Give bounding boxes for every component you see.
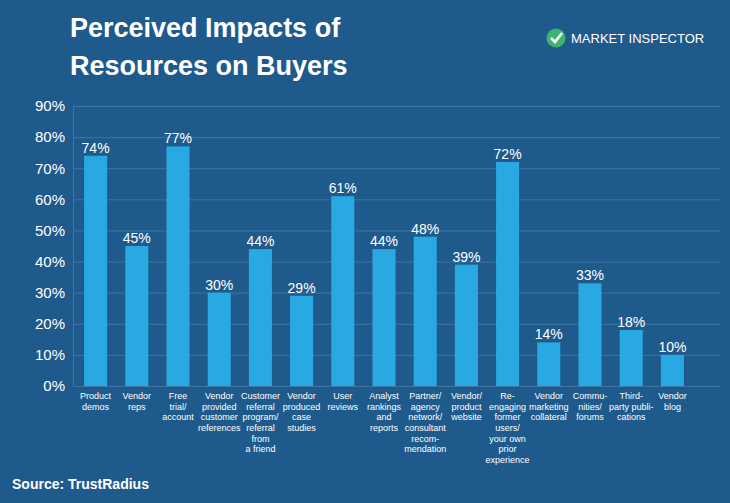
x-tick-label: Vendorreps bbox=[123, 391, 152, 412]
x-tick-label: Analystrankingsandreports bbox=[367, 391, 402, 433]
bar bbox=[578, 283, 601, 386]
data-label: 39% bbox=[452, 249, 480, 265]
x-tick-label: Vendormarketingcollateral bbox=[529, 391, 569, 422]
y-tick: 80% bbox=[35, 128, 720, 145]
x-tick: Vendorreps bbox=[123, 386, 152, 412]
data-label: 61% bbox=[329, 180, 357, 196]
bar bbox=[414, 237, 437, 386]
bar bbox=[290, 296, 313, 386]
x-tick: Commu-nities/forums bbox=[573, 386, 608, 422]
bar bbox=[84, 156, 107, 386]
data-label: 29% bbox=[288, 280, 316, 296]
data-labels: 74% 45% 77% 30% 44% 29% 61% 44% 48% 39% 72% 14% 33% 1… bbox=[82, 130, 687, 354]
data-label: 45% bbox=[123, 230, 151, 246]
x-tick-label: Vendorblog bbox=[658, 391, 687, 412]
x-tick-label: Re-engagingformerusers/your ownpriorexpe… bbox=[486, 391, 530, 464]
logo bbox=[547, 29, 566, 48]
y-tick-label: 70% bbox=[35, 160, 65, 177]
x-tick-label: Vendorprovidedcustomerreferences bbox=[198, 391, 241, 433]
x-tick: Vendorblog bbox=[658, 386, 687, 412]
data-label: 44% bbox=[246, 233, 274, 249]
data-label: 33% bbox=[576, 267, 604, 283]
brand: MARKET INSPECTOR bbox=[571, 31, 704, 46]
x-tick: Vendorproducedcasestudies bbox=[283, 386, 321, 433]
chart: Perceived Impacts ofResources on Buyers M… bbox=[0, 0, 730, 503]
x-tick: Partner/agencynetwork/consultantrecom-me… bbox=[404, 386, 446, 454]
data-label: 77% bbox=[164, 130, 192, 146]
x-tick: Vendorprovidedcustomerreferences bbox=[198, 386, 241, 433]
x-tick: Customerreferralprogram/referralfroma fr… bbox=[241, 386, 280, 454]
y-axis-line bbox=[73, 107, 74, 387]
y-axis: 0% 10% 20% 30% 40% 50% 60% 70% 80% 90% bbox=[35, 97, 720, 394]
x-tick: Vendormarketingcollateral bbox=[529, 386, 569, 422]
y-tick-label: 20% bbox=[35, 315, 65, 332]
x-tick: Third-party publi-cations bbox=[609, 386, 654, 422]
x-tick-label: Userreviews bbox=[328, 391, 359, 412]
x-tick: Analystrankingsandreports bbox=[367, 386, 402, 433]
background bbox=[0, 0, 730, 503]
x-axis: ProductdemosVendorrepsFreetrial/accountV… bbox=[80, 386, 687, 465]
y-tick: 60% bbox=[35, 191, 720, 208]
bar bbox=[125, 246, 148, 386]
y-tick-label: 80% bbox=[35, 128, 65, 145]
y-tick-label: 30% bbox=[35, 284, 65, 301]
y-tick-label: 60% bbox=[35, 191, 65, 208]
bar bbox=[537, 342, 560, 386]
bar bbox=[166, 146, 189, 386]
data-label: 72% bbox=[494, 146, 522, 162]
data-label: 14% bbox=[535, 326, 563, 342]
x-tick: Re-engagingformerusers/your ownpriorexpe… bbox=[486, 386, 530, 465]
x-tick-label: Vendorproducedcasestudies bbox=[283, 391, 321, 433]
y-tick: 90% bbox=[35, 97, 720, 114]
x-tick-label: Productdemos bbox=[80, 391, 112, 412]
x-tick-label: Customerreferralprogram/referralfroma fr… bbox=[241, 391, 280, 454]
data-label: 48% bbox=[411, 221, 439, 237]
y-tick-label: 0% bbox=[43, 377, 65, 394]
y-tick-label: 10% bbox=[35, 346, 65, 363]
x-tick: Productdemos bbox=[80, 386, 112, 412]
grid-line bbox=[73, 386, 720, 387]
y-tick-label: 40% bbox=[35, 253, 65, 270]
data-label: 74% bbox=[82, 140, 110, 156]
bar bbox=[249, 249, 272, 386]
x-tick-label: Partner/agencynetwork/consultantrecom-me… bbox=[404, 391, 446, 454]
bars bbox=[84, 146, 684, 386]
y-tick-label: 50% bbox=[35, 222, 65, 239]
x-tick-label: Third-party publi-cations bbox=[609, 391, 654, 422]
bar bbox=[208, 293, 231, 386]
y-tick-label: 90% bbox=[35, 97, 65, 114]
x-tick-label: Freetrial/account bbox=[162, 391, 194, 422]
data-label: 30% bbox=[205, 277, 233, 293]
x-tick: Vendor/productwebsite bbox=[450, 386, 482, 422]
logo-circle bbox=[547, 29, 566, 48]
bar bbox=[661, 355, 684, 386]
title: Perceived Impacts ofResources on Buyers bbox=[70, 13, 348, 81]
bar bbox=[455, 265, 478, 386]
data-label: 10% bbox=[658, 339, 686, 355]
source: Source: TrustRadius bbox=[12, 476, 149, 492]
bar bbox=[331, 196, 354, 386]
data-label: 44% bbox=[370, 233, 398, 249]
bar bbox=[620, 330, 643, 386]
x-tick: Userreviews bbox=[328, 386, 359, 412]
data-label: 18% bbox=[617, 314, 645, 330]
grid-line bbox=[73, 106, 720, 107]
x-tick-label: Vendor/productwebsite bbox=[450, 391, 482, 422]
bar bbox=[496, 162, 519, 386]
x-tick-label: Commu-nities/forums bbox=[573, 391, 608, 422]
x-tick: Freetrial/account bbox=[162, 386, 194, 422]
y-tick: 70% bbox=[35, 160, 720, 177]
bar bbox=[372, 249, 395, 386]
logo-check bbox=[551, 33, 562, 42]
